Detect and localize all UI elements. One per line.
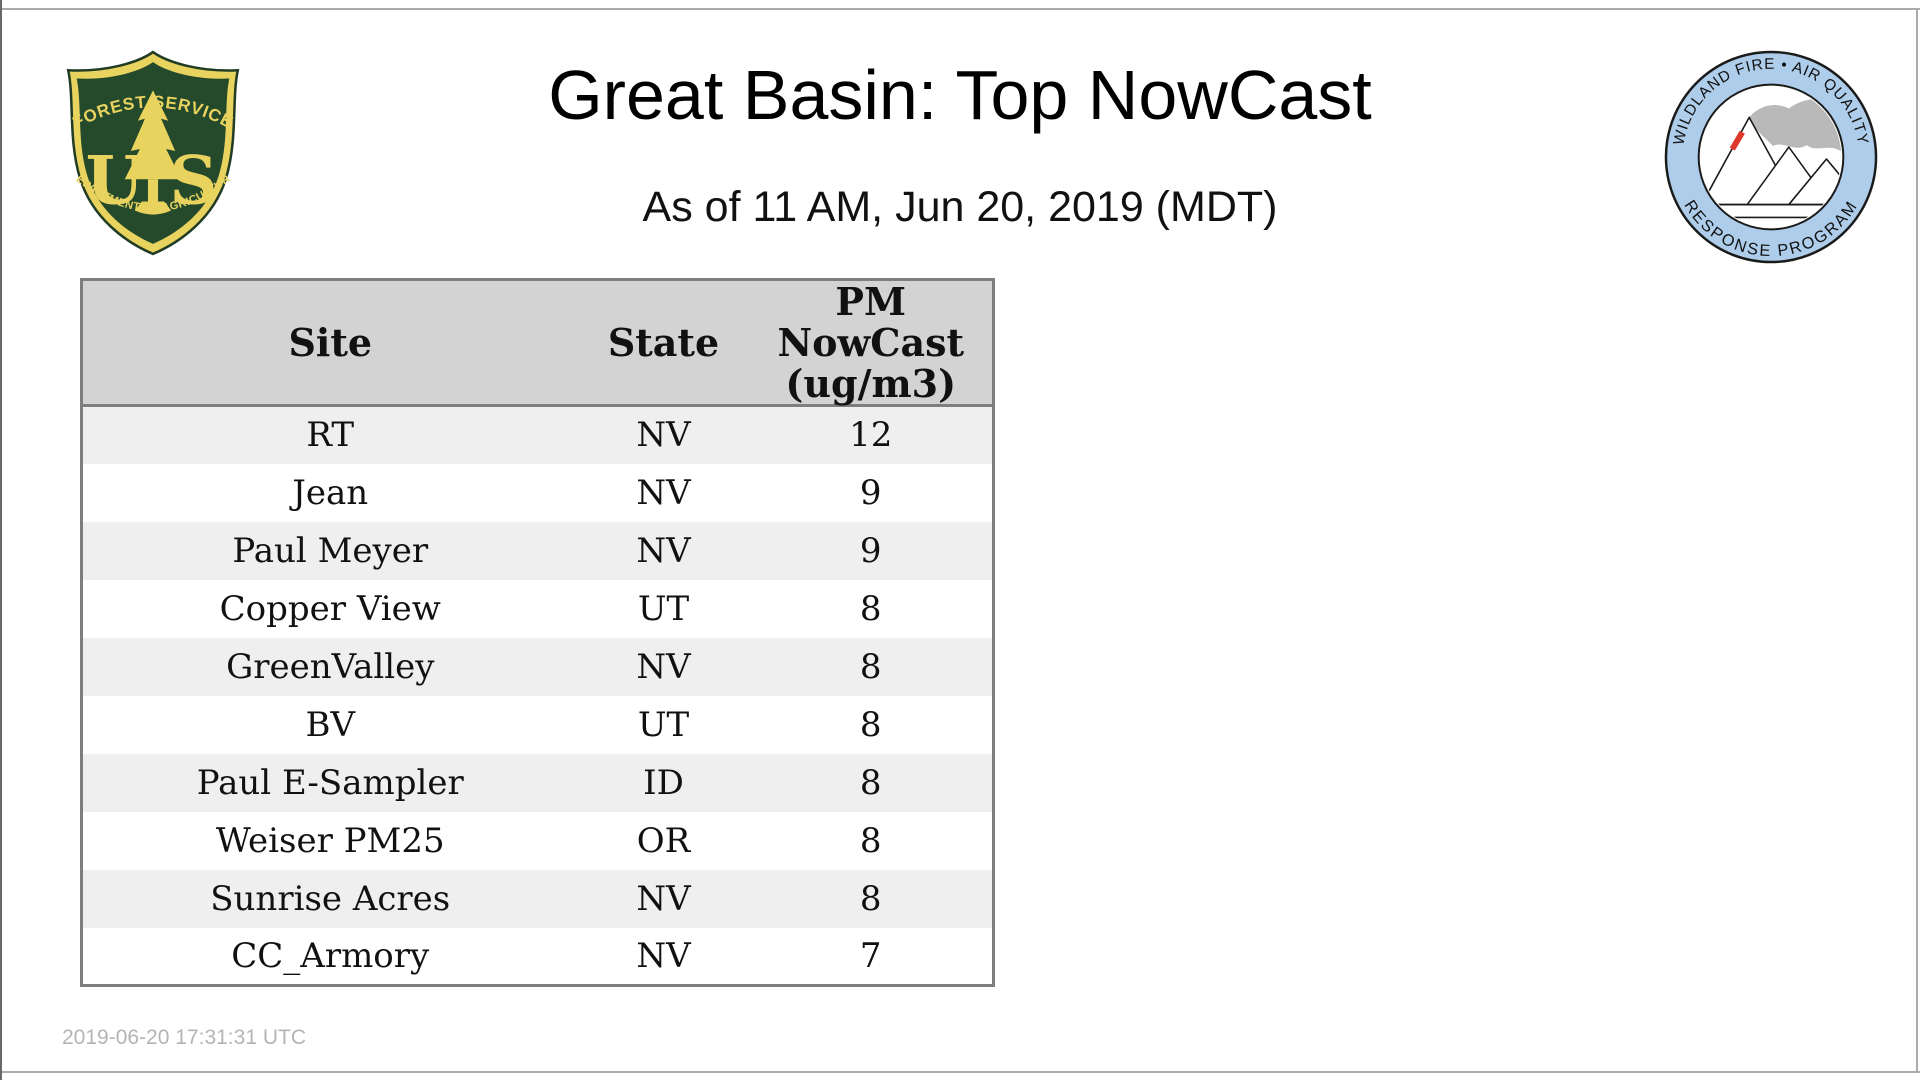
footer-timestamp: 2019-06-20 17:31:31 UTC [62,1026,306,1049]
forest-service-shield-icon: FOREST SERVICE U S DEPARTMENT OF AGRICUL… [48,37,240,256]
pine-tree-icon [124,90,182,215]
column-header-site: Site [81,279,578,408]
cell-site: Jean [292,472,369,513]
cell-site: BV [305,704,356,745]
page-title: Great Basin: Top NowCast [548,56,1372,134]
table-row: Paul E-Sampler ID 8 [81,753,994,812]
column-header-state: State [577,279,750,408]
table-row: BV UT 8 [81,695,994,754]
table-header-row: Site State PM NowCast (ug/m3) [81,279,994,408]
cell-pm-nowcast: 8 [859,704,882,745]
cell-site: Weiser PM25 [215,820,445,861]
wfaqrp-badge-icon: WILDLAND FIRE • AIR QUALITY RESPONSE PRO… [1664,50,1878,264]
cell-site: CC_Armory [231,935,430,976]
cell-pm-nowcast: 8 [859,820,882,861]
page-frame-left [0,0,2,1080]
cell-state: NV [636,415,691,456]
table-row: RT NV 12 [81,405,994,464]
forest-service-letter-u: U [86,140,144,219]
flame-icon [1729,130,1745,151]
page-subtitle: As of 11 AM, Jun 20, 2019 (MDT) [642,183,1278,231]
cell-site: Copper View [219,588,441,629]
page-frame-top [0,8,1920,10]
table-row: Jean NV 9 [81,463,994,522]
table-row: CC_Armory NV 7 [81,927,994,986]
forest-service-letter-s: S [169,140,217,219]
nowcast-table: Site State PM NowCast (ug/m3) RT NV 12 Jean… [80,278,995,988]
cell-site: RT [306,415,355,456]
smoke-cloud-icon [1749,99,1842,152]
cell-state: NV [636,530,691,571]
cell-pm-nowcast: 8 [859,762,882,803]
wfaqrp-logo: WILDLAND FIRE • AIR QUALITY RESPONSE PRO… [1662,48,1880,266]
cell-state: NV [636,935,691,976]
cell-state: UT [637,588,690,629]
table-row: Sunrise Acres NV 8 [81,869,994,928]
page-frame-bottom [0,1071,1920,1073]
table-row: Weiser PM25 OR 8 [81,811,994,870]
cell-state: NV [636,472,691,513]
table-row: GreenValley NV 8 [81,637,994,696]
cell-pm-nowcast: 7 [859,935,882,976]
cell-site: Paul Meyer [232,530,429,571]
cell-site: Paul E-Sampler [196,762,464,803]
forest-service-logo: FOREST SERVICE U S DEPARTMENT OF AGRICUL… [48,37,256,260]
cell-pm-nowcast: 9 [859,472,882,513]
cell-pm-nowcast: 8 [859,878,882,919]
cell-pm-nowcast: 8 [859,588,882,629]
cell-pm-nowcast: 8 [859,646,882,687]
cell-state: UT [637,704,690,745]
cell-state: OR [636,820,691,861]
cell-state: NV [636,878,691,919]
cell-site: Sunrise Acres [210,878,451,919]
column-header-pm-nowcast: PM NowCast (ug/m3) [749,279,994,408]
cell-site: GreenValley [226,646,435,687]
table-body: RT NV 12 Jean NV 9 Paul Meyer NV 9 Copper View UT 8… [81,405,994,986]
cell-state: ID [643,762,684,803]
table-row: Paul Meyer NV 9 [81,521,994,580]
page-frame-right [1916,8,1918,1073]
cell-pm-nowcast: 12 [849,415,893,456]
cell-state: NV [636,646,691,687]
table-row: Copper View UT 8 [81,579,994,638]
cell-pm-nowcast: 9 [859,530,882,571]
